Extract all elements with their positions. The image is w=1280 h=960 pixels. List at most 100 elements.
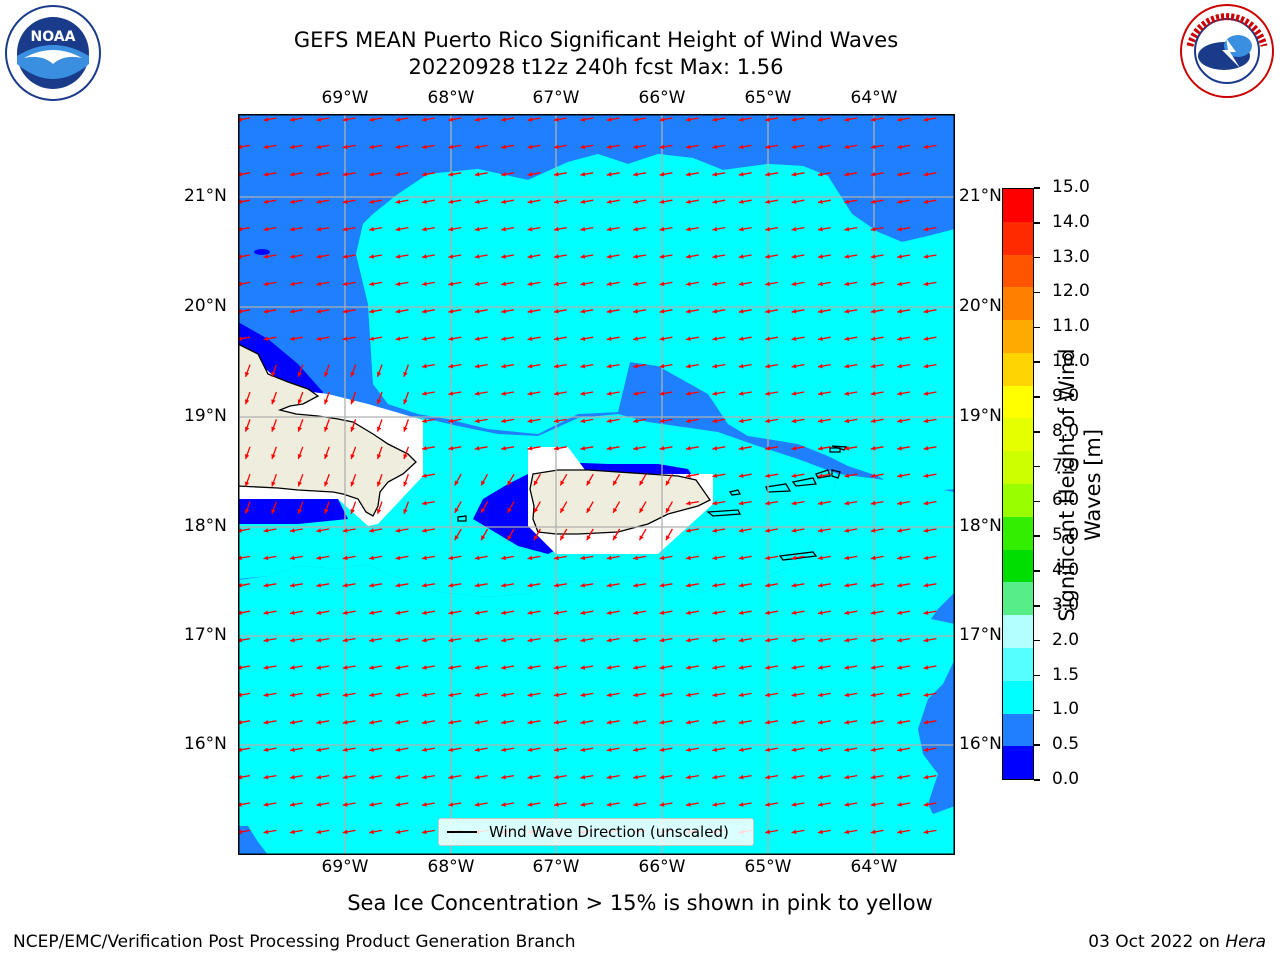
wind-wave-arrowhead bbox=[421, 720, 427, 725]
colorbar-tick-mark bbox=[1034, 187, 1040, 189]
wind-wave-arrowhead bbox=[817, 199, 823, 204]
wind-wave-arrowhead bbox=[421, 172, 427, 177]
wind-wave-arrowhead bbox=[403, 481, 408, 487]
wind-wave-arrowhead bbox=[501, 172, 506, 177]
wind-wave-arrowhead bbox=[633, 199, 638, 204]
wind-wave-arrowhead bbox=[474, 117, 480, 122]
wind-wave-arrowhead bbox=[342, 829, 348, 835]
wind-wave-arrowhead bbox=[712, 363, 718, 369]
wind-wave-arrowhead bbox=[501, 692, 506, 698]
colorbar-tick-label: 1.0 bbox=[1052, 699, 1080, 720]
wind-wave-arrowhead bbox=[712, 665, 718, 670]
wind-wave-arrowhead bbox=[297, 371, 303, 377]
wind-wave-arrowhead bbox=[271, 371, 276, 377]
wind-wave-arrowhead bbox=[297, 454, 303, 460]
wind-wave-arrowhead bbox=[316, 692, 322, 698]
colorbar-cell bbox=[1003, 221, 1033, 255]
wind-wave-arrowhead bbox=[533, 507, 539, 513]
wind-wave-arrowhead bbox=[263, 172, 269, 177]
wind-wave-arrowhead bbox=[553, 226, 559, 232]
wind-wave-arrowhead bbox=[844, 309, 850, 314]
wind-wave-arrowhead bbox=[474, 254, 480, 259]
wind-wave-arrowhead bbox=[870, 528, 876, 533]
wind-wave-arrowhead bbox=[844, 144, 850, 150]
wind-wave-arrowhead bbox=[324, 371, 329, 377]
wind-wave-arrowhead bbox=[659, 610, 665, 615]
wind-wave-arrowhead bbox=[580, 774, 586, 780]
wind-wave-arrowhead bbox=[324, 481, 329, 487]
colorbar-tick-label: 7.0 bbox=[1052, 455, 1080, 476]
wind-wave-arrowhead bbox=[765, 418, 770, 424]
wind-wave-arrowhead bbox=[297, 508, 303, 514]
lon-label-top-67w: 67°W bbox=[532, 88, 580, 108]
island-culebra bbox=[728, 489, 741, 496]
colorbar-cell bbox=[1003, 549, 1033, 583]
wind-wave-arrowhead bbox=[474, 583, 480, 588]
wind-wave-arrowhead bbox=[844, 829, 850, 835]
wind-wave-arrowhead bbox=[712, 281, 718, 287]
wind-wave-arrowhead bbox=[606, 144, 612, 150]
colorbar-tick-label: 12.0 bbox=[1052, 281, 1090, 302]
wind-wave-arrowhead bbox=[923, 555, 929, 561]
wind-wave-arrowhead bbox=[659, 254, 665, 259]
wind-wave-arrowhead bbox=[923, 254, 929, 259]
colorbar-tick-mark bbox=[1034, 500, 1040, 503]
wind-wave-arrowhead bbox=[271, 481, 276, 487]
wind-wave-arrowhead bbox=[289, 309, 295, 314]
wind-wave-arrowhead bbox=[897, 199, 902, 204]
lat-label-left-16n: 16°N bbox=[184, 734, 227, 754]
wind-wave-arrowhead bbox=[817, 774, 823, 780]
wind-wave-arrowhead bbox=[870, 774, 876, 780]
wind-wave-arrowhead bbox=[606, 172, 612, 177]
wind-wave-arrowhead bbox=[844, 583, 850, 588]
wind-wave-arrowhead bbox=[870, 309, 876, 314]
wind-wave-arrowhead bbox=[712, 254, 718, 259]
wind-wave-arrowhead bbox=[633, 692, 638, 698]
colorbar-cell bbox=[1003, 615, 1033, 648]
wind-wave-arrowhead bbox=[738, 555, 744, 561]
wind-wave-arrowhead bbox=[659, 583, 665, 588]
colorbar-tick-label: 8.0 bbox=[1052, 420, 1080, 441]
wind-wave-arrowhead bbox=[369, 774, 374, 780]
wind-wave-arrowhead bbox=[580, 802, 586, 807]
wind-wave-arrowhead bbox=[923, 199, 929, 204]
wind-wave-arrowhead bbox=[289, 281, 295, 287]
wind-wave-arrowhead bbox=[685, 720, 691, 725]
wind-wave-arrowhead bbox=[316, 829, 322, 835]
wind-wave-arrowhead bbox=[738, 802, 744, 807]
wind-wave-arrowhead bbox=[501, 446, 506, 451]
colorbar-tick-label: 11.0 bbox=[1052, 316, 1090, 337]
wind-wave-arrowhead bbox=[817, 829, 823, 835]
wind-wave-arrowhead bbox=[765, 199, 770, 204]
wind-wave-arrowhead bbox=[791, 144, 797, 150]
wind-wave-arrowhead bbox=[606, 363, 612, 369]
wind-wave-arrowhead bbox=[369, 747, 374, 752]
wind-wave-arrowhead bbox=[501, 774, 506, 780]
wind-wave-arrowhead bbox=[844, 254, 850, 259]
wind-wave-arrowhead bbox=[553, 720, 559, 725]
wind-wave-arrowhead bbox=[738, 309, 744, 314]
wind-wave-arrowhead bbox=[606, 637, 612, 643]
wind-wave-arrowhead bbox=[501, 418, 506, 424]
wind-wave-arrowhead bbox=[791, 802, 797, 807]
legend-line-swatch bbox=[447, 831, 477, 833]
wind-wave-arrowhead bbox=[316, 720, 322, 725]
band-dark-blue-spot bbox=[254, 249, 270, 255]
colorbar-label-line1: Significant Height of Wind bbox=[1055, 348, 1079, 622]
wind-wave-arrowhead bbox=[527, 172, 533, 177]
wind-wave-arrowhead bbox=[712, 528, 718, 533]
wind-wave-arrowhead bbox=[421, 281, 427, 287]
wind-wave-arrowhead bbox=[606, 418, 612, 424]
wind-wave-arrowhead bbox=[263, 226, 269, 232]
wind-wave-arrowhead bbox=[421, 692, 427, 698]
wind-wave-arrowhead bbox=[791, 117, 797, 122]
wind-wave-arrowhead bbox=[580, 363, 586, 369]
wind-wave-arrowhead bbox=[738, 144, 744, 150]
wind-wave-arrowhead bbox=[448, 254, 454, 259]
wind-wave-arrowhead bbox=[263, 637, 269, 643]
wind-wave-arrowhead bbox=[448, 637, 454, 643]
wind-wave-arrowhead bbox=[738, 583, 744, 588]
wind-wave-arrowhead bbox=[421, 555, 427, 561]
colorbar-tick-label: 10.0 bbox=[1052, 351, 1090, 372]
wind-wave-arrowhead bbox=[527, 363, 533, 369]
